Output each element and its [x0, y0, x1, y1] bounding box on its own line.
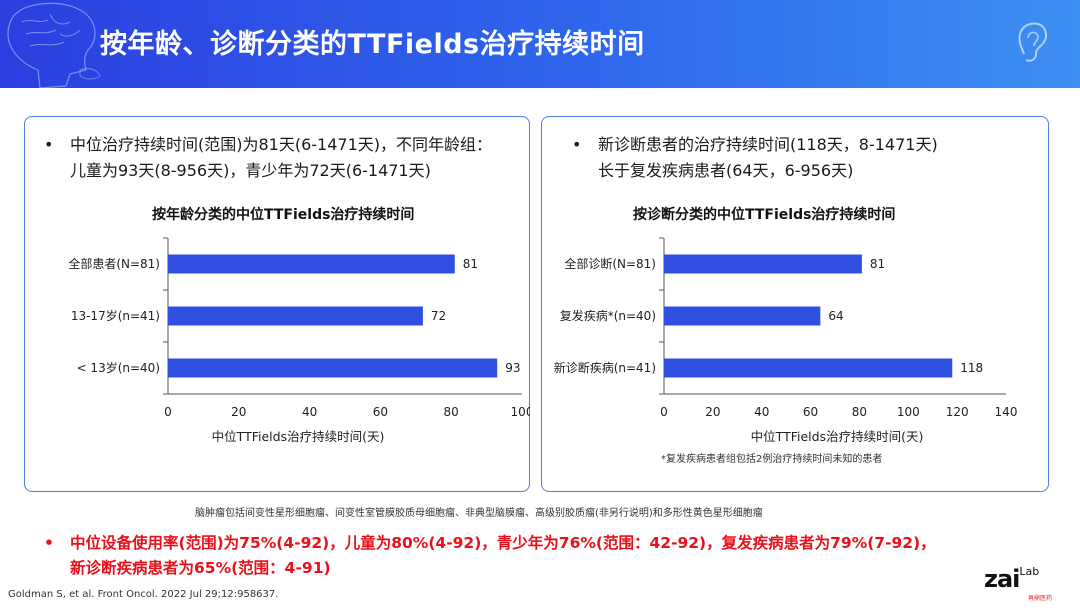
bullet-dot: •	[572, 135, 582, 154]
diagnosis-chart: 81 全部诊断(N=81) 64 复发疾病*(n=40) 118 新诊断疾病(n=41) 0…	[554, 237, 1018, 444]
bullet-dot: •	[44, 534, 54, 552]
bullet-dot: •	[44, 135, 54, 154]
x-tick-label: 100	[897, 405, 920, 419]
category-label: 复发疾病*(n=40)	[560, 308, 656, 323]
category-label: 新诊断疾病(n=41)	[554, 360, 656, 375]
page-title: 按年龄、诊断分类的TTFields治疗持续时间	[100, 29, 645, 60]
logo-main: zai	[984, 565, 1020, 593]
diagnosis-chart-title: 按诊断分类的中位TTFields治疗持续时间	[633, 207, 896, 223]
summary-block: • 中位设备使用率(范围)为75%(4-92)，儿童为80%(4-92)，青少年…	[44, 531, 936, 581]
age-chart-title: 按年龄分类的中位TTFields治疗持续时间	[152, 207, 415, 223]
x-tick-label: 20	[705, 405, 720, 419]
age-panel	[24, 116, 530, 492]
x-tick-label: 20	[231, 405, 246, 419]
age-chart: 81 全部患者(N=81) 72 13-17岁(n=41) 93 < 13岁(n=40) 0…	[68, 237, 530, 444]
x-axis-label: 中位TTFields治疗持续时间(天)	[212, 429, 385, 444]
summary-line2: 新诊断疾病患者为65%(范围：4-91)	[70, 559, 331, 577]
brain-head-icon	[7, 2, 101, 88]
x-tick-label: 80	[444, 405, 459, 419]
diagnosis-bullet-line1: 新诊断患者的治疗持续时间(118天，8-1471天)	[598, 135, 938, 154]
category-label: 13-17岁(n=41)	[71, 308, 160, 323]
x-tick-label: 100	[511, 405, 530, 419]
x-tick-label: 0	[164, 405, 172, 419]
x-tick-label: 60	[373, 405, 388, 419]
category-label: < 13岁(n=40)	[77, 360, 160, 375]
logo-cn: 再鼎医药	[1028, 595, 1053, 602]
data-label: 64	[828, 309, 843, 323]
x-tick-label: 40	[302, 405, 317, 419]
x-tick-label: 60	[803, 405, 818, 419]
x-tick-label: 0	[660, 405, 668, 419]
histology-note: 脑肿瘤包括间变性星形细胞瘤、间变性室管膜胶质母细胞瘤、非典型脑膜瘤、高级别胶质瘤…	[195, 508, 763, 519]
x-axis-label: 中位TTFields治疗持续时间(天)	[751, 429, 924, 444]
bar	[664, 358, 953, 378]
age-bullet: • 中位治疗持续时间(范围)为81天(6-1471天)，不同年龄组： 儿童为93…	[44, 132, 493, 184]
bar	[664, 254, 862, 274]
bar	[168, 254, 455, 274]
diagnosis-panel	[541, 116, 1049, 492]
age-bullet-line2: 儿童为93天(8-956天)，青少年为72天(6-1471天)	[70, 161, 431, 180]
bar	[168, 306, 423, 326]
diagnosis-footnote: *复发疾病患者组包括2例治疗持续时间未知的患者	[661, 454, 883, 465]
logo-sup: Lab	[1019, 565, 1040, 578]
data-label: 81	[870, 257, 885, 271]
data-label: 118	[960, 361, 983, 375]
diagnosis-bullet: • 新诊断患者的治疗持续时间(118天，8-1471天) 长于复发疾病患者(64…	[572, 132, 938, 184]
data-label: 72	[431, 309, 446, 323]
bar	[664, 306, 821, 326]
x-tick-label: 120	[946, 405, 969, 419]
reference: Goldman S, et al. Front Oncol. 2022 Jul …	[8, 589, 279, 600]
data-label: 81	[463, 257, 478, 271]
diagnosis-bullet-line2: 长于复发疾病患者(64天，6-956天)	[598, 161, 854, 180]
ear-icon	[1018, 22, 1047, 62]
title-banner: 按年龄、诊断分类的TTFields治疗持续时间	[0, 0, 1080, 88]
x-tick-label: 40	[754, 405, 769, 419]
zai-lab-logo: zaiLab 再鼎医药	[984, 565, 1052, 602]
age-bullet-line1: 中位治疗持续时间(范围)为81天(6-1471天)，不同年龄组：	[70, 135, 493, 154]
summary-line1: 中位设备使用率(范围)为75%(4-92)，儿童为80%(4-92)，青少年为7…	[70, 534, 936, 552]
data-label: 93	[505, 361, 520, 375]
x-tick-label: 80	[852, 405, 867, 419]
bar	[168, 358, 498, 378]
category-label: 全部诊断(N=81)	[564, 256, 656, 271]
x-tick-label: 140	[995, 405, 1018, 419]
category-label: 全部患者(N=81)	[68, 256, 160, 271]
